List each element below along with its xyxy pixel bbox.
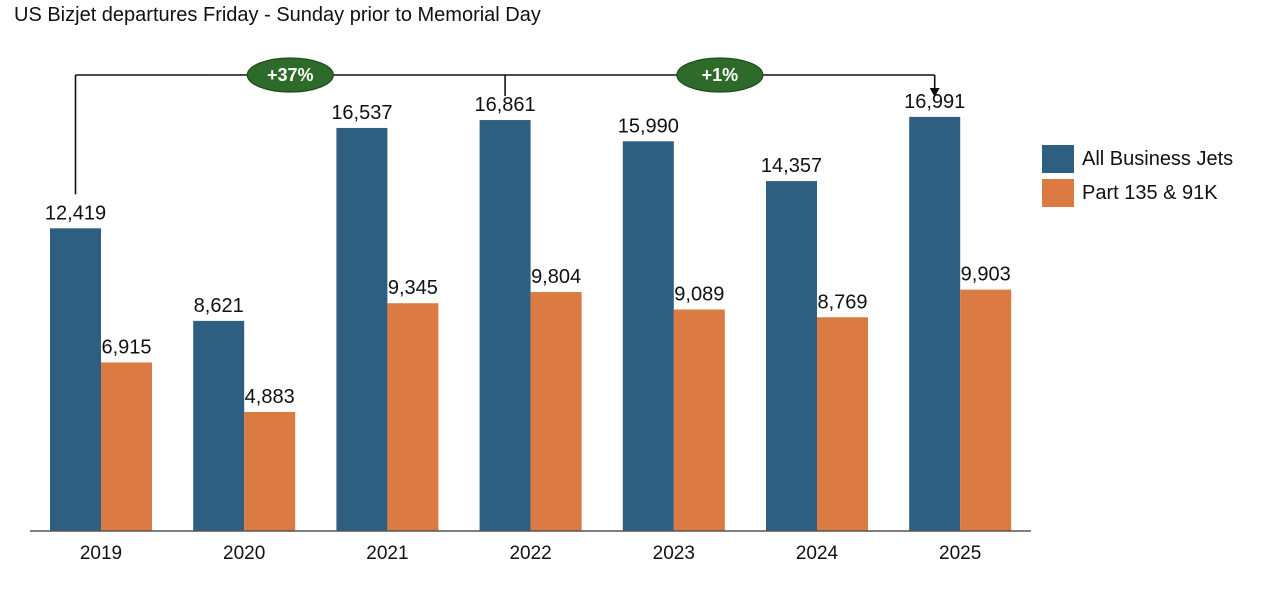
x-tick-label-2023: 2023 <box>653 543 695 564</box>
annotation-pill-0 <box>246 57 334 93</box>
x-tick-label-2020: 2020 <box>223 543 265 564</box>
data-label-part-135-91k-2024: 8,769 <box>817 291 867 313</box>
annotation-pill-label-0: +37% <box>267 65 314 85</box>
bar-all-business-jets-2024 <box>766 181 817 531</box>
data-label-part-135-91k-2021: 9,345 <box>388 277 438 299</box>
bar-all-business-jets-2019 <box>50 228 101 531</box>
bar-part-135-91k-2020 <box>244 411 296 531</box>
legend-swatch-part-135-91k <box>1042 179 1074 207</box>
x-tick-label-2019: 2019 <box>80 543 122 564</box>
bar-all-business-jets-2025 <box>909 116 961 531</box>
bar-all-business-jets-2023 <box>622 141 674 531</box>
data-label-all-business-jets-2021: 16,537 <box>331 102 392 124</box>
data-label-all-business-jets-2020: 8,621 <box>194 295 244 317</box>
bar-all-business-jets-2021 <box>336 127 388 531</box>
bar-part-135-91k-2023 <box>673 309 725 531</box>
data-label-part-135-91k-2019: 6,915 <box>101 336 151 358</box>
bar-part-135-91k-2019 <box>101 362 152 531</box>
legend-label-part-135-91k: Part 135 & 91K <box>1082 181 1218 204</box>
data-label-all-business-jets-2024: 14,357 <box>761 155 822 177</box>
annotation-pill-1 <box>676 57 764 93</box>
data-label-all-business-jets-2023: 15,990 <box>618 115 679 137</box>
legend: All Business Jets Part 135 & 91K <box>1042 143 1233 211</box>
bar-part-135-91k-2021 <box>387 303 439 531</box>
legend-item-all-business-jets: All Business Jets <box>1042 143 1233 175</box>
x-tick-label-2021: 2021 <box>366 543 408 564</box>
bar-part-135-91k-2022 <box>530 292 582 531</box>
x-tick-label-2025: 2025 <box>939 543 981 564</box>
bar-part-135-91k-2024 <box>817 317 868 531</box>
data-label-all-business-jets-2025: 16,991 <box>904 91 965 113</box>
data-label-part-135-91k-2022: 9,804 <box>531 266 581 288</box>
bar-all-business-jets-2022 <box>479 120 531 531</box>
data-label-part-135-91k-2025: 9,903 <box>961 264 1011 286</box>
x-tick-label-2024: 2024 <box>796 543 839 564</box>
annotation-arrowhead <box>929 88 940 97</box>
data-label-part-135-91k-2023: 9,089 <box>674 283 724 305</box>
x-tick-label-2022: 2022 <box>509 543 551 564</box>
data-label-part-135-91k-2020: 4,883 <box>245 386 295 408</box>
legend-item-part-135-91k: Part 135 & 91K <box>1042 177 1233 209</box>
chart-title: US Bizjet departures Friday - Sunday pri… <box>14 4 541 26</box>
annotation-pill-label-1: +1% <box>702 65 739 85</box>
legend-label-all-business-jets: All Business Jets <box>1082 147 1234 170</box>
bar-part-135-91k-2025 <box>960 289 1012 531</box>
data-label-all-business-jets-2022: 16,861 <box>475 94 536 116</box>
legend-swatch-all-business-jets <box>1042 145 1074 173</box>
bar-all-business-jets-2020 <box>193 320 245 531</box>
data-label-all-business-jets-2019: 12,419 <box>45 202 106 224</box>
